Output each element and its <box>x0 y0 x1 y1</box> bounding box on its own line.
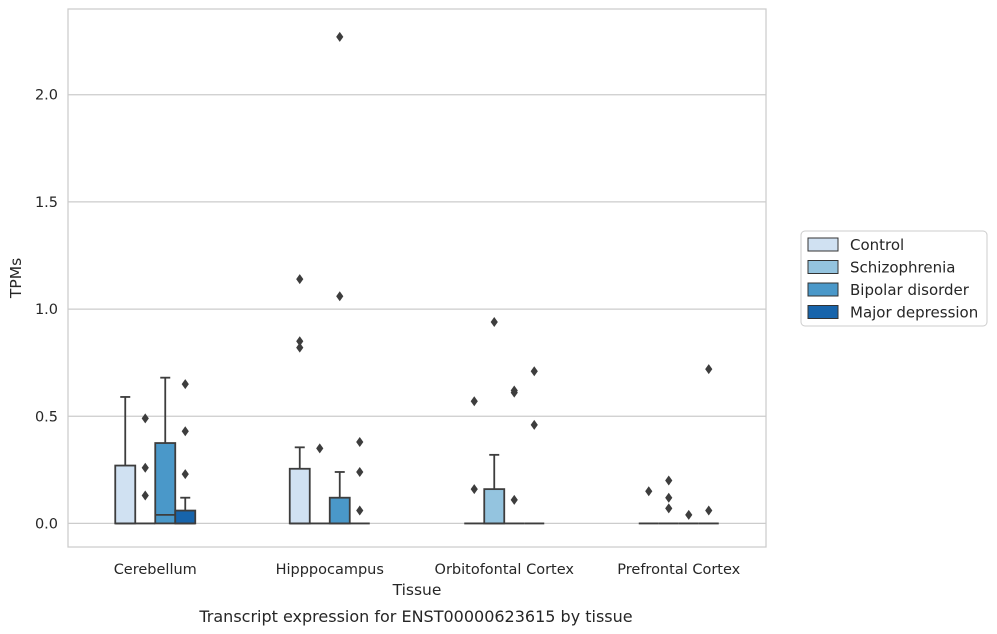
plot-frame <box>67 8 767 548</box>
y-tick-label: 1.0 <box>35 302 58 318</box>
y-tick-label: 0.5 <box>35 409 58 425</box>
legend-label: Schizophrenia <box>850 259 955 277</box>
legend-label: Bipolar disorder <box>850 281 970 299</box>
chart-title: Transcript expression for ENST0000062361… <box>198 607 632 626</box>
y-tick-labels: 0.0 0.5 1.0 1.5 2.0 <box>35 88 58 533</box>
box-schizophrenia <box>658 475 679 525</box>
outlier-point <box>705 364 713 375</box>
x-tick-label: Orbitofontal Cortex <box>435 562 575 578</box>
y-tick-label: 1.5 <box>35 195 58 211</box>
x-tick-label: Hipppocampus <box>276 562 384 578</box>
box-major-depression <box>698 364 719 525</box>
outlier-point <box>510 385 518 396</box>
legend-label: Control <box>850 236 904 254</box>
outlier-point <box>316 443 324 454</box>
outlier-point <box>470 484 478 495</box>
box-body <box>174 509 197 525</box>
legend-label: Major depression <box>850 304 978 322</box>
outlier-point <box>665 492 673 503</box>
outlier-point <box>356 436 364 447</box>
outlier-point <box>356 505 364 516</box>
box-bipolar-disorder <box>328 31 351 525</box>
outlier-point <box>705 505 713 516</box>
box-control <box>464 396 485 525</box>
box-major-depression <box>174 379 197 525</box>
outlier-point <box>530 419 538 430</box>
box-schizophrenia <box>483 316 506 525</box>
box-body <box>154 442 177 525</box>
box-schizophrenia <box>135 413 156 525</box>
outlier-point <box>470 396 478 407</box>
x-axis-label: Tissue <box>392 581 442 599</box>
box-bipolar-disorder <box>504 385 525 525</box>
outlier-point <box>685 509 693 520</box>
outlier-point <box>141 413 149 424</box>
box-control <box>114 396 137 525</box>
y-tick-label: 2.0 <box>35 88 58 104</box>
box-body <box>483 488 506 525</box>
legend-swatch <box>807 260 839 274</box>
outlier-point <box>296 342 304 353</box>
outlier-point <box>181 379 189 390</box>
legend-frame <box>800 230 988 327</box>
x-tick-labels: Cerebellum Hipppocampus Orbitofontal Corte… <box>114 562 741 578</box>
box-major-depression <box>349 436 370 525</box>
outlier-point <box>181 469 189 480</box>
legend-swatch <box>807 237 839 252</box>
y-tick-label: 0.0 <box>35 516 58 532</box>
outlier-point <box>665 503 673 514</box>
x-tick-label: Cerebellum <box>114 562 197 578</box>
x-tick-label: Prefrontal Cortex <box>617 562 740 578</box>
outlier-point <box>141 462 149 473</box>
y-axis-label: TPMs <box>7 258 25 299</box>
box-control <box>638 486 659 525</box>
box-bipolar-disorder <box>154 376 177 525</box>
box-body <box>114 464 137 525</box>
outlier-point <box>356 466 364 477</box>
box-major-depression <box>524 366 545 525</box>
box-body <box>288 467 311 525</box>
outlier-point <box>336 31 344 42</box>
outlier-point <box>645 486 653 497</box>
outlier-point <box>530 366 538 377</box>
box-body <box>328 496 351 525</box>
outlier-point <box>181 426 189 437</box>
outlier-point <box>296 274 304 285</box>
box-control <box>288 274 311 525</box>
legend: Control Schizophrenia Bipolar disorder Majo… <box>800 230 988 327</box>
outlier-point <box>336 291 344 302</box>
legend-swatch <box>807 282 839 297</box>
box-schizophrenia <box>309 443 330 525</box>
outlier-point <box>296 336 304 347</box>
box-bipolar-disorder <box>678 509 699 525</box>
plot-area <box>114 31 719 525</box>
outlier-point <box>490 316 498 327</box>
outlier-point <box>141 490 149 501</box>
outlier-point <box>665 475 673 486</box>
outlier-point <box>510 494 518 505</box>
legend-swatch <box>807 305 839 319</box>
